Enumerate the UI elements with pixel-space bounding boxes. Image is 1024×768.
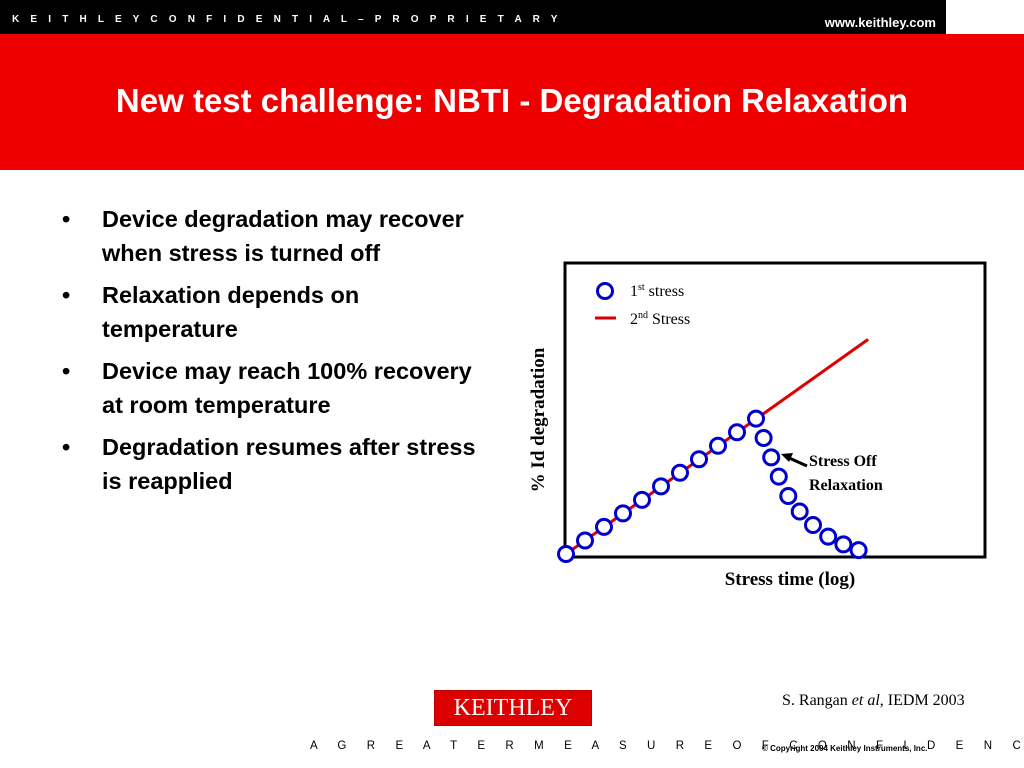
- legend-marker-1st-stress: [596, 282, 614, 300]
- bullet-item: • Degradation resumes after stress is rea…: [58, 430, 478, 498]
- y-axis-label: % Id degradation: [528, 347, 549, 492]
- series-1st-stress-point: [790, 502, 809, 521]
- series-1st-stress-point: [728, 423, 746, 442]
- series-1st-stress-point: [671, 463, 689, 482]
- series-1st-stress-point: [769, 467, 788, 486]
- bullet-dot: •: [62, 206, 71, 232]
- plot-layer: [557, 338, 869, 563]
- citation: S. Rangan et al, IEDM 2003: [782, 692, 965, 709]
- degradation-chart: 1st stress 2nd Stress Stress Off Relaxat…: [528, 261, 987, 590]
- keithley-logo: KEITHLEY: [434, 690, 592, 726]
- website-link[interactable]: www.keithley.com: [824, 15, 936, 30]
- plot-frame: [563, 261, 987, 559]
- x-axis-label: Stress time (log): [725, 569, 856, 590]
- bullet-dot: •: [62, 358, 71, 384]
- series-1st-stress-point: [779, 487, 798, 505]
- bullet-item: • Relaxation depends on temperature: [58, 278, 478, 346]
- bullet-item: • Device degradation may recover when str…: [58, 202, 478, 270]
- copyright: © Copyright 2004 Keithley Instruments, I…: [762, 744, 928, 753]
- tagline: A G R E A T E R M E A S U R E O F C O N …: [310, 740, 1024, 752]
- confidential-label: K E I T H L E Y C O N F I D E N T I A L …: [12, 14, 562, 25]
- series-1st-stress-point: [849, 541, 868, 560]
- legend-label-1st-stress: 1st stress: [630, 282, 684, 300]
- bullet-dot: •: [62, 434, 71, 460]
- series-1st-stress-point: [557, 545, 575, 563]
- annotation-stress-off: Stress Off: [809, 453, 877, 470]
- top-bar: K E I T H L E Y C O N F I D E N T I A L …: [0, 0, 946, 34]
- annotation-relaxation: Relaxation: [809, 477, 883, 494]
- series-1st-stress-point: [754, 429, 773, 447]
- series-1st-stress-point: [819, 527, 838, 546]
- series-1st-stress-point: [804, 516, 822, 534]
- slide-title: New test challenge: NBTI - Degradation R…: [115, 82, 909, 119]
- title-banner: [0, 34, 1024, 170]
- annotation-arrowhead: [781, 453, 793, 462]
- series-1st-stress-point: [709, 436, 727, 455]
- series-1st-stress-point: [652, 477, 670, 496]
- bullet-dot: •: [62, 282, 71, 308]
- series-1st-stress-point: [614, 504, 632, 523]
- series-1st-stress-point: [762, 448, 781, 467]
- series-1st-stress-point: [690, 450, 708, 469]
- series-1st-stress-point: [633, 490, 651, 509]
- series-1st-stress-point: [595, 517, 613, 536]
- series-1st-stress-point: [747, 409, 765, 428]
- bullet-list: • Device degradation may recover when str…: [58, 202, 478, 506]
- series-1st-stress-point: [834, 535, 853, 554]
- bullet-item: • Device may reach 100% recovery at room …: [58, 354, 478, 422]
- series-1st-stress-point: [576, 531, 594, 550]
- legend-label-2nd-stress: 2nd Stress: [630, 310, 690, 328]
